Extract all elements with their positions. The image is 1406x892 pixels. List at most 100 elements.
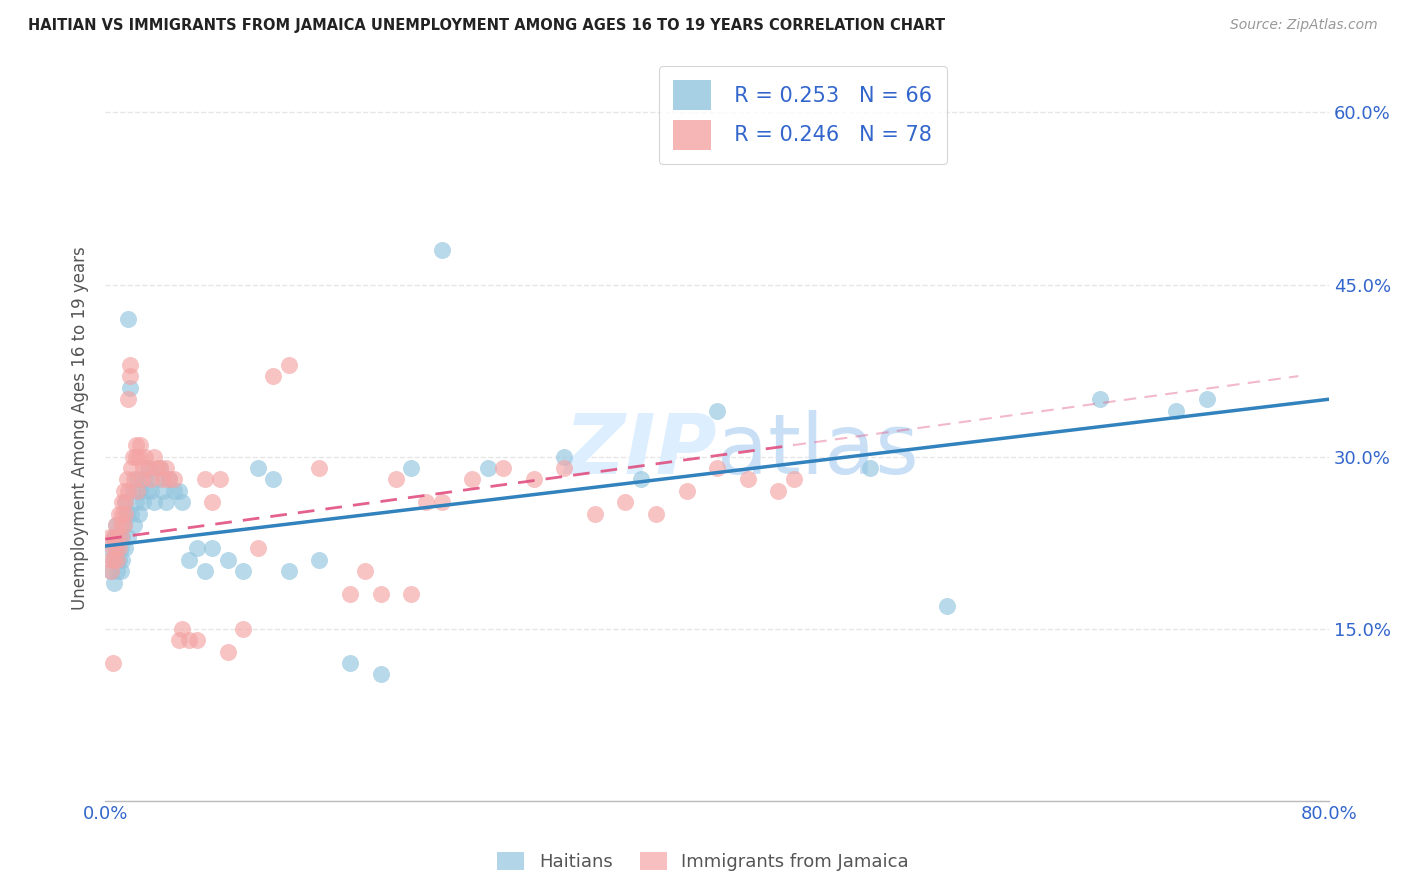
Point <box>112 483 135 498</box>
Point <box>114 495 136 509</box>
Point <box>583 507 606 521</box>
Point <box>308 553 330 567</box>
Point <box>232 622 254 636</box>
Point <box>167 483 190 498</box>
Point <box>194 564 217 578</box>
Point <box>111 553 134 567</box>
Point <box>201 541 224 556</box>
Point <box>125 495 148 509</box>
Point <box>98 530 121 544</box>
Point <box>114 541 136 556</box>
Point <box>104 518 127 533</box>
Point <box>104 518 127 533</box>
Point <box>111 530 134 544</box>
Point <box>101 656 124 670</box>
Point <box>110 518 132 533</box>
Point <box>208 473 231 487</box>
Point <box>117 483 139 498</box>
Point <box>139 483 162 498</box>
Point <box>277 564 299 578</box>
Point <box>399 587 422 601</box>
Point <box>179 633 201 648</box>
Point <box>111 495 134 509</box>
Point <box>782 473 804 487</box>
Point <box>118 369 141 384</box>
Point <box>143 495 166 509</box>
Point <box>101 553 124 567</box>
Point <box>645 507 668 521</box>
Point <box>104 541 127 556</box>
Point <box>134 450 156 464</box>
Point <box>103 530 125 544</box>
Point <box>370 587 392 601</box>
Point <box>103 575 125 590</box>
Legend:   R = 0.253   N = 66,   R = 0.246   N = 78: R = 0.253 N = 66, R = 0.246 N = 78 <box>658 65 946 164</box>
Point <box>1164 403 1187 417</box>
Point <box>149 461 172 475</box>
Y-axis label: Unemployment Among Ages 16 to 19 years: Unemployment Among Ages 16 to 19 years <box>72 246 89 610</box>
Point <box>461 473 484 487</box>
Point <box>117 530 139 544</box>
Point <box>128 450 150 464</box>
Point <box>152 473 174 487</box>
Point <box>107 553 129 567</box>
Point <box>217 553 239 567</box>
Point <box>143 450 166 464</box>
Point <box>159 473 181 487</box>
Point <box>339 656 361 670</box>
Point <box>101 541 124 556</box>
Point <box>1088 392 1111 407</box>
Point <box>104 541 127 556</box>
Point <box>155 495 177 509</box>
Point <box>112 518 135 533</box>
Point <box>103 553 125 567</box>
Point <box>98 541 121 556</box>
Point <box>149 461 172 475</box>
Point <box>201 495 224 509</box>
Point <box>132 495 155 509</box>
Point <box>107 564 129 578</box>
Point <box>553 461 575 475</box>
Point <box>170 622 193 636</box>
Point <box>263 473 285 487</box>
Point <box>128 507 150 521</box>
Point <box>110 564 132 578</box>
Point <box>399 461 422 475</box>
Point <box>553 450 575 464</box>
Point <box>430 495 453 509</box>
Point <box>675 483 697 498</box>
Point <box>100 553 122 567</box>
Point <box>132 461 155 475</box>
Point <box>232 564 254 578</box>
Point <box>167 633 190 648</box>
Legend: Haitians, Immigrants from Jamaica: Haitians, Immigrants from Jamaica <box>491 845 915 879</box>
Point <box>121 450 143 464</box>
Point <box>124 518 146 533</box>
Point <box>135 483 157 498</box>
Point <box>139 473 162 487</box>
Point <box>100 564 122 578</box>
Point <box>110 530 132 544</box>
Point <box>146 473 169 487</box>
Point <box>127 473 149 487</box>
Point <box>124 473 146 487</box>
Point <box>522 473 544 487</box>
Point <box>136 461 159 475</box>
Point <box>706 403 728 417</box>
Point <box>125 450 148 464</box>
Point <box>247 461 270 475</box>
Point <box>117 312 139 326</box>
Point <box>614 495 637 509</box>
Point <box>155 461 177 475</box>
Point <box>118 381 141 395</box>
Point <box>194 473 217 487</box>
Point <box>129 483 152 498</box>
Point <box>136 461 159 475</box>
Point <box>118 358 141 372</box>
Point <box>706 461 728 475</box>
Point <box>115 507 138 521</box>
Point <box>354 564 377 578</box>
Point <box>170 495 193 509</box>
Point <box>163 483 186 498</box>
Point <box>737 473 759 487</box>
